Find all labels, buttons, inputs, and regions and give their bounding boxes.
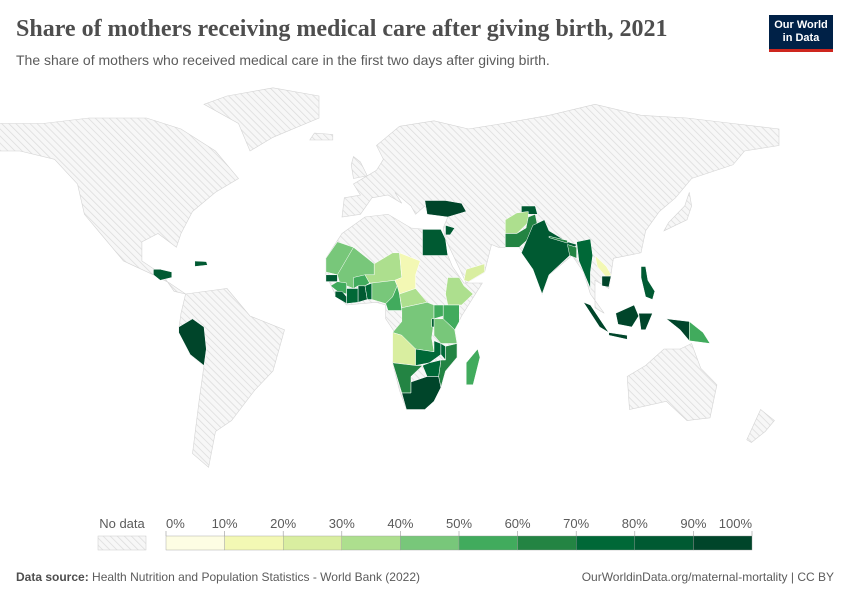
legend-tick-label: 40%	[387, 516, 413, 531]
legend-bin	[576, 535, 636, 551]
data-source: Data source: Health Nutrition and Popula…	[16, 570, 420, 584]
legend-no-data-label: No data	[99, 516, 145, 531]
country-papua-new-guinea[interactable]	[689, 320, 711, 344]
country-turkey[interactable]	[424, 200, 467, 218]
country-peru[interactable]	[178, 318, 207, 366]
legend: No data 0% 10% 20% 30% 40% 50% 60% 70% 80% 90% 100%	[97, 516, 753, 551]
legend-tick-label: 60%	[505, 516, 531, 531]
landmass-iceland	[309, 132, 334, 141]
legend-bin	[283, 535, 343, 551]
legend-tick-label: 100%	[719, 516, 753, 531]
world-map: No data 0% 10% 20% 30% 40% 50% 60% 70% 80% 90% 100%	[0, 87, 780, 551]
logo-line-1: Our World	[774, 19, 828, 31]
legend-bin	[634, 535, 694, 551]
country-kenya[interactable]	[442, 304, 460, 331]
legend-bin	[400, 535, 460, 551]
legend-bin	[224, 535, 284, 551]
landmass-south-america	[178, 288, 285, 468]
country-guatemala[interactable]	[153, 269, 173, 281]
legend-tick-label: 90%	[680, 516, 706, 531]
country-ethiopia[interactable]	[445, 277, 474, 306]
legend-bin	[693, 535, 753, 551]
landmass-uk	[350, 155, 368, 179]
country-jordan[interactable]	[445, 224, 456, 236]
landmass-new-zealand	[746, 409, 775, 443]
legend-tick-label: 50%	[446, 516, 472, 531]
url-license-link[interactable]: OurWorldinData.org/maternal-mortality | …	[581, 570, 834, 584]
country-cambodia[interactable]	[601, 275, 612, 288]
legend-tick-label: 0%	[166, 516, 185, 531]
chart-subtitle: The share of mothers who received medica…	[16, 52, 550, 68]
countries-layer	[153, 200, 711, 410]
country-yemen[interactable]	[463, 263, 485, 282]
country-egypt[interactable]	[422, 229, 449, 256]
country-bangladesh[interactable]	[567, 244, 577, 259]
landmass-australia	[626, 343, 718, 421]
landmass-north-america	[0, 117, 239, 295]
country-haiti-dominican-republic[interactable]	[194, 260, 208, 267]
legend-tick-label: 20%	[270, 516, 296, 531]
chart-title: Share of mothers receiving medical care …	[16, 16, 668, 42]
country-cote-d-ivoire[interactable]	[346, 288, 359, 304]
country-madagascar[interactable]	[465, 348, 481, 386]
country-zimbabwe[interactable]	[422, 359, 442, 377]
legend-no-data-swatch	[97, 535, 147, 551]
legend-tick-label: 30%	[329, 516, 355, 531]
country-south-africa[interactable]	[401, 376, 442, 410]
owid-logo[interactable]: Our World in Data	[769, 15, 833, 52]
data-source-label: Data source:	[16, 570, 89, 584]
country-myanmar[interactable]	[576, 238, 593, 289]
country-pakistan[interactable]	[505, 213, 538, 248]
country-philippines[interactable]	[640, 266, 656, 300]
country-india[interactable]	[521, 219, 577, 295]
legend-bin	[517, 535, 577, 551]
landmass-greenland	[203, 87, 320, 152]
logo-line-2: in Data	[782, 32, 820, 44]
legend-bin	[341, 535, 401, 551]
landmass-japan	[663, 192, 692, 232]
country-nepal[interactable]	[548, 235, 568, 244]
country-indonesia[interactable]	[582, 301, 690, 342]
legend-tick-label: 10%	[212, 516, 238, 531]
legend-tick-label: 70%	[563, 516, 589, 531]
legend-bin	[458, 535, 518, 551]
legend-tick-label: 80%	[622, 516, 648, 531]
legend-bin	[165, 535, 225, 551]
country-senegal[interactable]	[325, 274, 338, 282]
data-source-text: Health Nutrition and Population Statisti…	[92, 570, 420, 584]
